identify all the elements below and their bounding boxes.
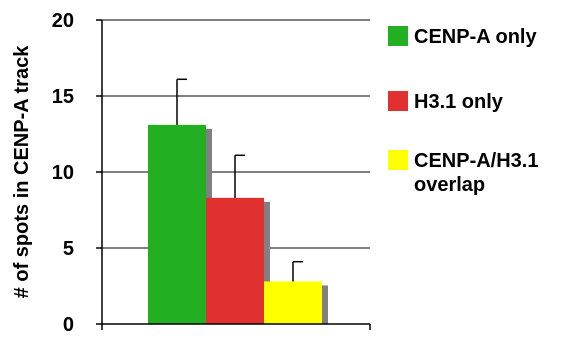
legend-label-0: CENP-A only: [414, 26, 537, 48]
legend: CENP-A only H3.1 only CENP-A/H3.1 overlap: [388, 26, 538, 196]
axes: [96, 19, 371, 330]
legend-label-2: CENP-A/H3.1 overlap: [414, 150, 538, 196]
bar-2: [264, 281, 322, 324]
y-tick-label-20: 20: [52, 10, 74, 32]
y-tick-label-5: 5: [63, 238, 74, 260]
bar-0: [148, 124, 206, 324]
legend-swatch-1: [388, 91, 408, 111]
legend-label-1: H3.1 only: [414, 91, 504, 113]
legend-swatch-0: [388, 26, 408, 46]
y-tick-labels: 0 5 10 15 20: [52, 10, 74, 336]
y-tick-label-15: 15: [52, 86, 74, 108]
y-tick-label-10: 10: [52, 162, 74, 184]
legend-swatch-2: [388, 150, 408, 170]
y-tick-label-0: 0: [63, 314, 74, 336]
bars: [148, 124, 322, 324]
y-axis-title: # of spots in CENP-A track: [11, 45, 33, 299]
bar-1: [206, 197, 264, 324]
error-bars: [176, 78, 303, 282]
